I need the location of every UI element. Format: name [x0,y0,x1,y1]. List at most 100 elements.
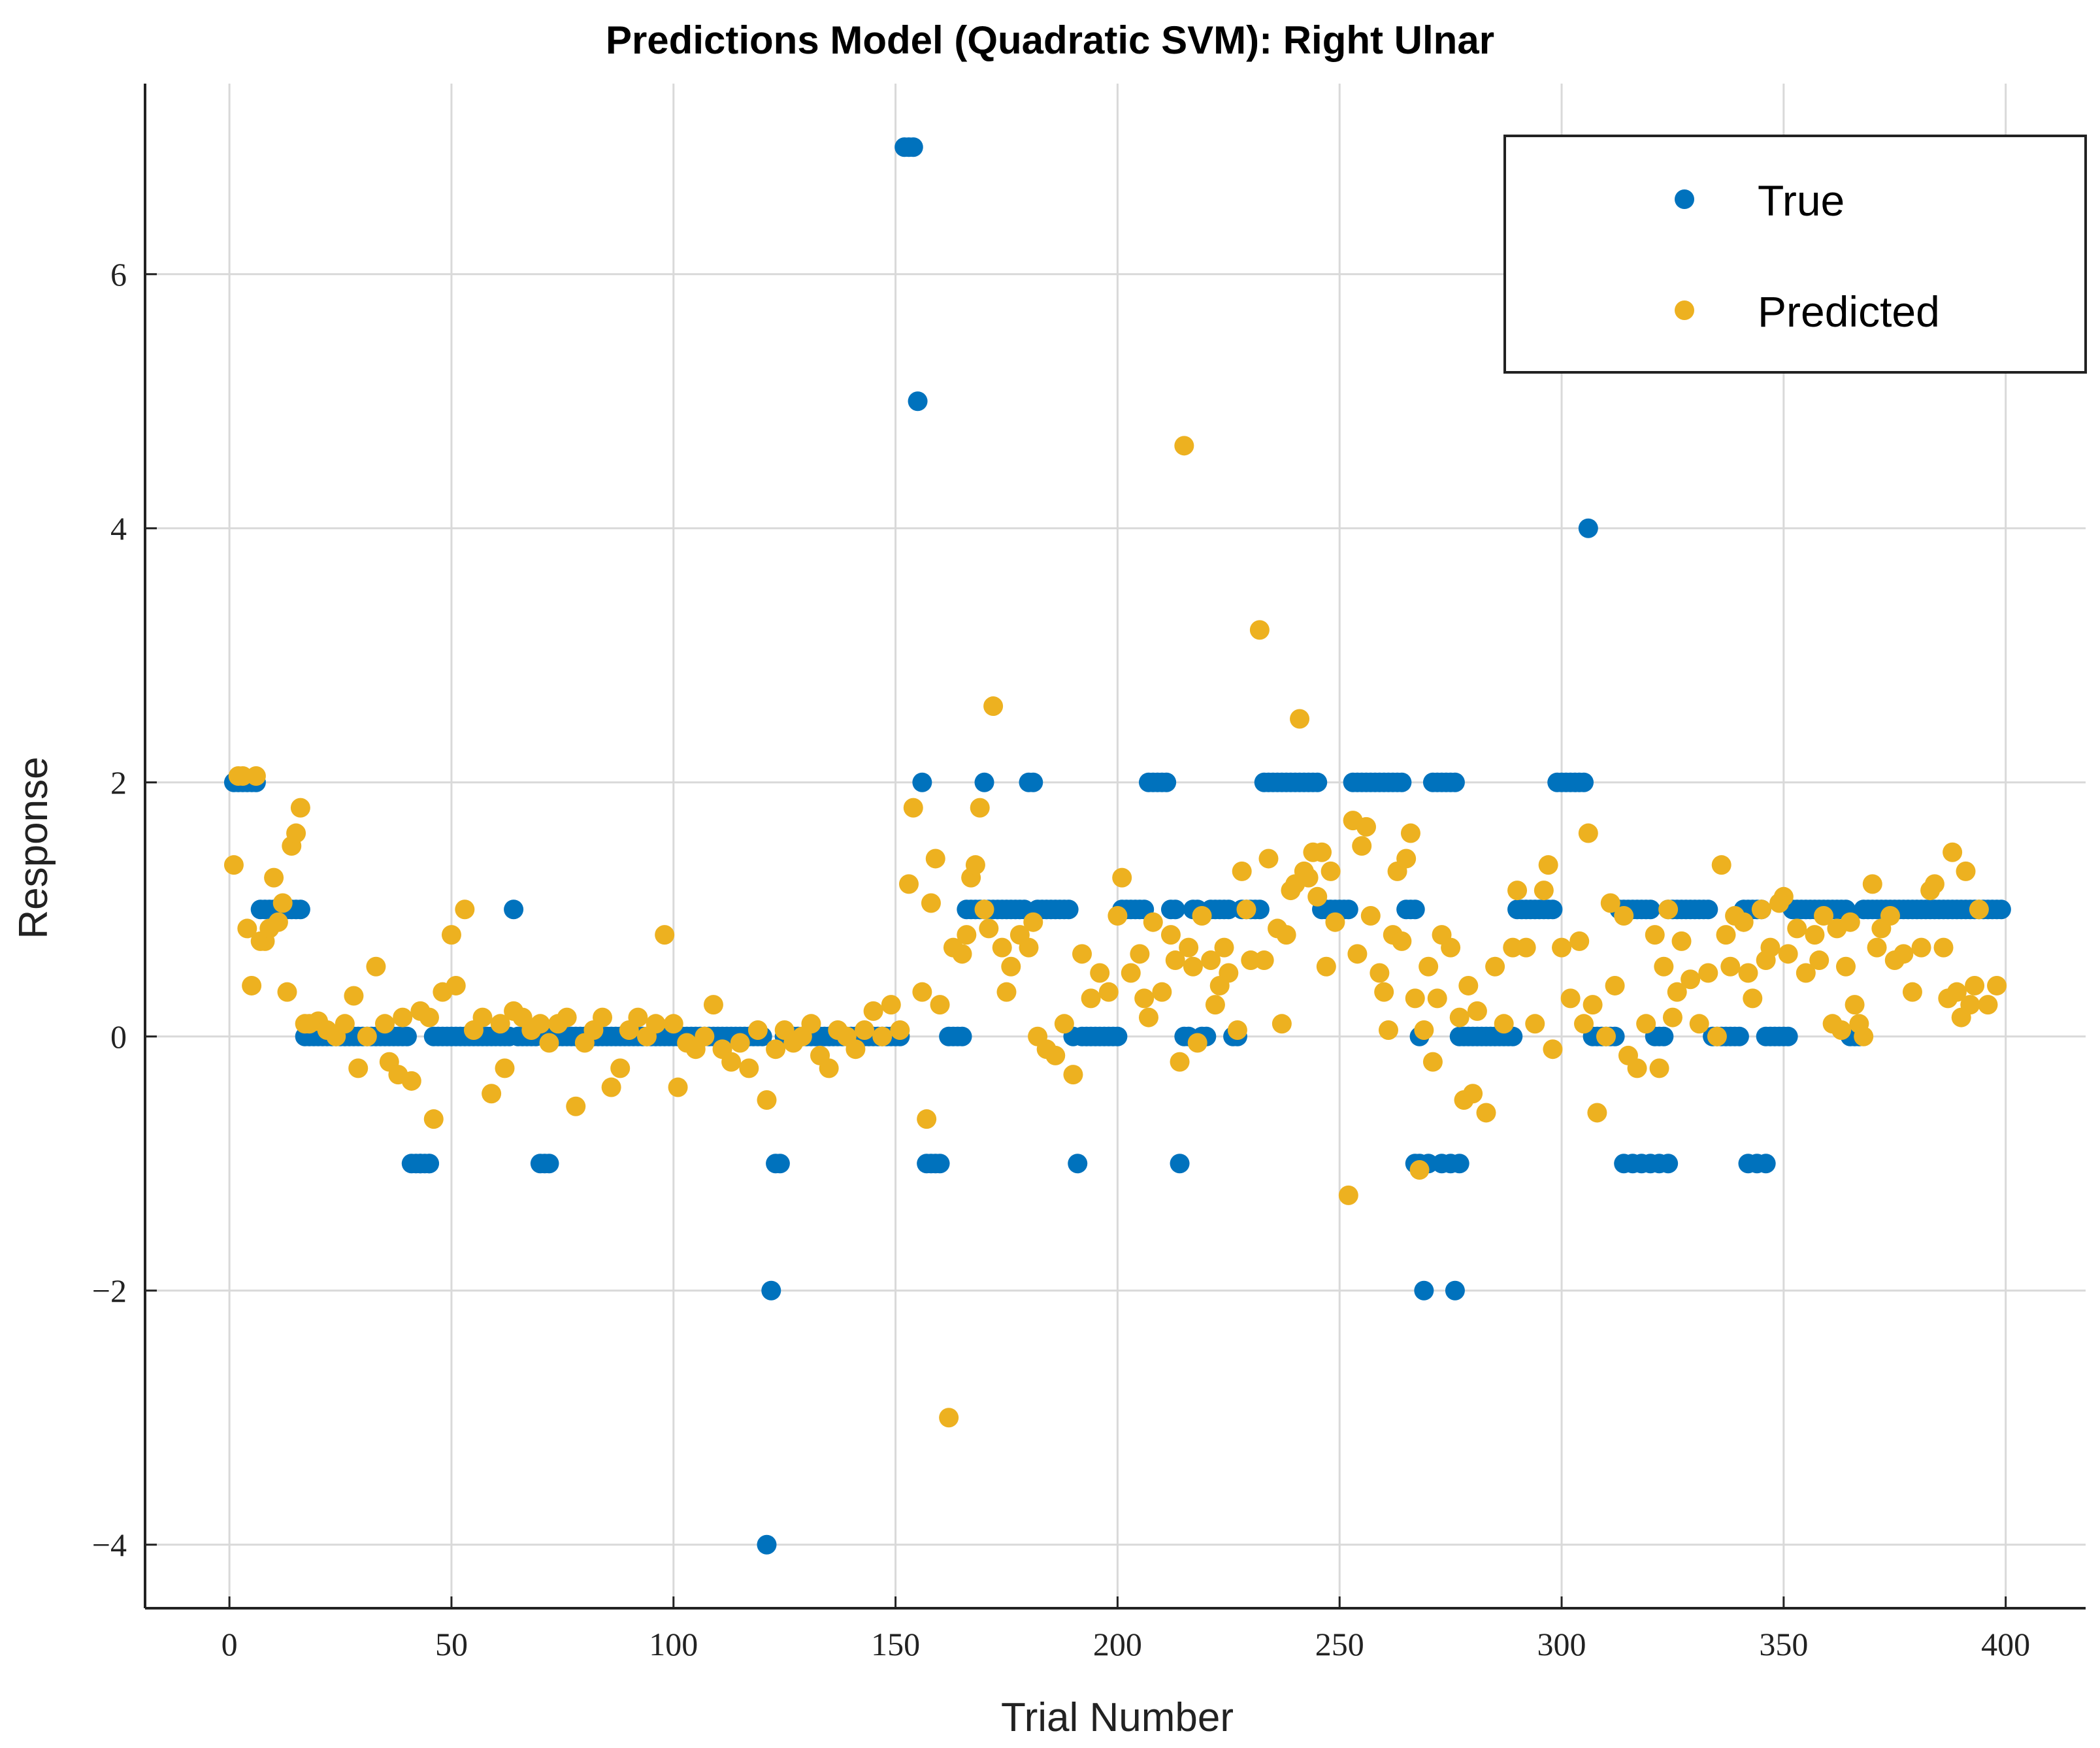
y-tick-label: 4 [110,510,127,547]
predicted-point [663,1014,683,1034]
predicted-point [903,798,923,818]
true-point [952,1026,972,1046]
predicted-point [1143,912,1163,932]
y-tick-label: 0 [110,1018,127,1055]
predicted-point [655,925,675,945]
y-tick-label: 2 [110,764,127,801]
predicted-point [957,925,977,945]
predicted-point [1814,905,1834,926]
true-point [903,137,923,157]
predicted-point [1987,975,2007,995]
predicted-point [242,975,262,995]
predicted-point [1943,842,1963,862]
predicted-point [446,975,466,995]
predicted-point [1867,937,1887,958]
predicted-point [1809,950,1829,971]
predicted-point [1463,1084,1483,1104]
predicted-point [1360,905,1381,926]
predicted-point [530,1014,550,1034]
x-tick-label: 350 [1759,1626,1808,1662]
legend-predicted-marker [1675,300,1694,320]
predicted-point [1743,988,1763,1009]
predicted-point [1183,956,1203,977]
predicted-point [566,1096,586,1116]
predicted-point [1716,925,1736,945]
predicted-point [223,855,244,875]
true-point [1449,1154,1469,1174]
predicted-point [1711,855,1731,875]
predicted-point [1960,995,1980,1015]
predicted-point [1187,1033,1207,1053]
predicted-point [1179,937,1199,958]
legend-true-marker [1675,189,1694,209]
predicted-point [1778,944,1798,964]
predicted-point [1378,1020,1398,1041]
predicted-point [921,893,941,913]
x-axis-label: Trial Number [1001,1695,1234,1740]
predicted-point [1862,874,1882,894]
predicted-point [1316,956,1336,977]
true-point [1307,772,1328,792]
predicted-point [1662,1007,1682,1028]
true-point [504,899,524,920]
predicted-point [1409,1159,1430,1180]
true-point [1170,1154,1190,1174]
predicted-point [1956,861,1976,881]
predicted-point [1600,893,1620,913]
predicted-point [375,1014,395,1034]
legend-true-label: True [1758,176,1845,225]
true-point [757,1534,777,1555]
predicted-point [1214,937,1234,958]
predicted-point [1205,995,1225,1015]
true-point [974,772,994,792]
predicted-point [246,766,266,786]
true-point [1578,518,1598,538]
predicted-point [1835,956,1856,977]
y-axis-label: Response [11,756,56,939]
predicted-point [1312,842,1332,862]
predicted-point [1427,988,1447,1009]
predicted-point [1422,1052,1443,1072]
axes-layer: 0 50 100 150 200 250 300 350 400 −4 −2 0 2 4 6 [92,84,2086,1662]
predicted-point [1578,823,1598,843]
predicted-point [1902,982,1922,1002]
predicted-point [1965,975,1985,995]
true-point [1107,1026,1128,1046]
predicted-point [1658,899,1679,920]
predicted-point [1081,988,1101,1009]
predicted-point [1552,937,1572,958]
predicted-point [863,1001,883,1021]
predicted-point [703,995,723,1015]
predicted-point [1494,1014,1514,1034]
predicted-point [766,1039,786,1060]
predicted-point [393,1007,413,1028]
predicted-point [1787,918,1807,939]
predicted-point [1400,823,1420,843]
true-point [1778,1026,1798,1046]
predicted-point [1107,905,1128,926]
predicted-point [1720,956,1741,977]
predicted-point [1271,1014,1292,1034]
predicted-point [1396,849,1417,869]
predicted-point [1654,956,1674,977]
predicted-point [930,995,950,1015]
legend-box [1503,135,2087,374]
predicted-point [1165,950,1185,971]
predicted-point [490,1014,510,1034]
predicted-point [1569,931,1590,951]
predicted-point [344,986,364,1006]
predicted-point [366,956,386,977]
predicted-point [1254,950,1274,971]
predicted-point [1325,912,1345,932]
predicted-point [1019,937,1039,958]
predicted-point [277,982,297,1002]
true-point [1058,899,1079,920]
predicted-point [1689,1014,1709,1034]
predicted-point [601,1077,621,1097]
predicted-point [1090,963,1110,983]
predicted-point [1370,963,1390,983]
true-point [770,1154,790,1174]
predicted-point [495,1058,515,1078]
predicted-point [801,1014,821,1034]
